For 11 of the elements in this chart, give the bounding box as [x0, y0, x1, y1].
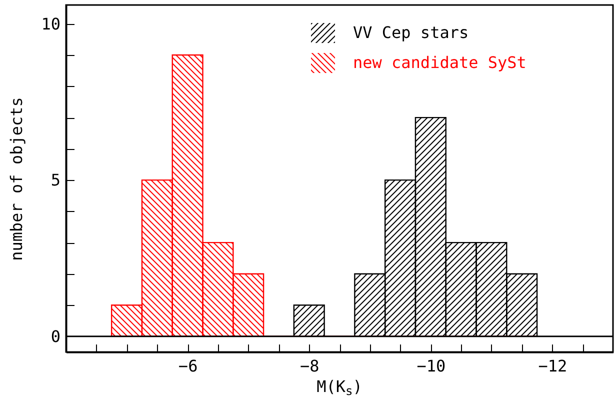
x-tick-label: −6 — [178, 356, 198, 376]
legend-label: new candidate SySt — [353, 53, 526, 72]
x-tick-label: −8 — [300, 356, 320, 376]
legend-label: VV Cep stars — [353, 23, 469, 42]
y-tick-label: 0 — [50, 326, 60, 346]
x-tick-label: −10 — [416, 356, 446, 376]
x-axis-title: M(K$_{s}$) — [316, 377, 362, 398]
y-tick-label: 5 — [50, 170, 60, 190]
x-tick-label: −12 — [538, 356, 568, 376]
y-axis-title: number of objects — [7, 97, 26, 261]
y-tick-label: 10 — [41, 14, 60, 34]
